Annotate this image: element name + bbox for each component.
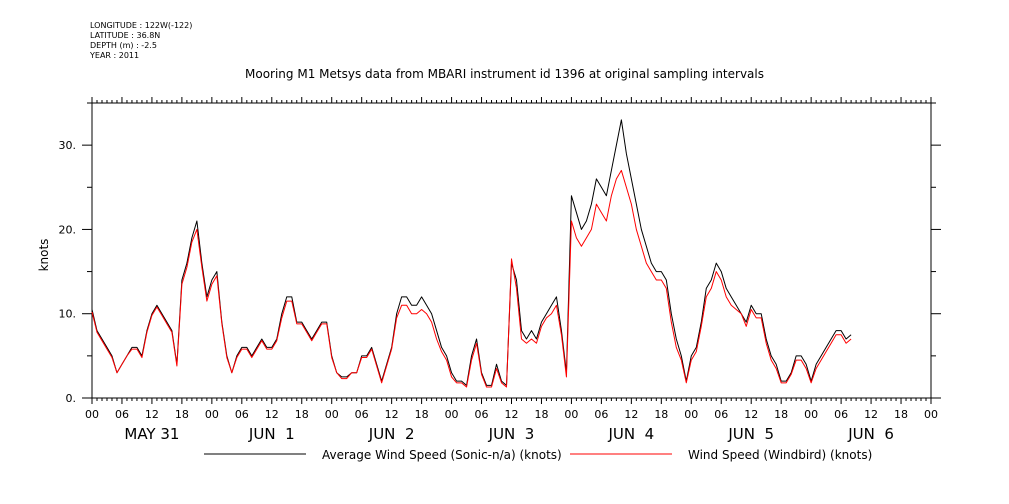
x-tick-label: 00: [445, 408, 459, 421]
x-tick-label: 12: [385, 408, 399, 421]
x-tick-label: 00: [924, 408, 938, 421]
y-tick-label: 0.: [66, 392, 77, 405]
x-tick-label: 06: [355, 408, 369, 421]
x-tick-label: 18: [894, 408, 908, 421]
y-axis-label: knots: [37, 239, 51, 272]
x-tick-label: 18: [295, 408, 309, 421]
y-tick-label: 30.: [59, 139, 77, 152]
longitude-label: LONGITUDE : 122W(-122): [90, 21, 193, 30]
x-tick-label: 00: [684, 408, 698, 421]
plot-frame: [91, 102, 932, 399]
y-tick-label: 10.: [59, 308, 77, 321]
x-day-label: JUN 4: [608, 425, 655, 443]
x-tick-label: 18: [534, 408, 548, 421]
x-day-label: JUN 5: [727, 425, 774, 443]
x-day-label: JUN 6: [847, 425, 894, 443]
year-label: YEAR : 2011: [90, 51, 140, 60]
x-tick-label: 18: [774, 408, 788, 421]
x-tick-label: 00: [564, 408, 578, 421]
x-tick-label: 00: [205, 408, 219, 421]
x-tick-label: 06: [594, 408, 608, 421]
legend: Average Wind Speed (Sonic-n/a) (knots) W…: [204, 448, 872, 462]
legend-label-average-wind: Average Wind Speed (Sonic-n/a) (knots): [322, 448, 562, 462]
x-day-label: JUN 2: [368, 425, 415, 443]
x-tick-label: 06: [235, 408, 249, 421]
x-tick-label: 12: [145, 408, 159, 421]
x-tick-label: 12: [265, 408, 279, 421]
x-tick-label: 06: [115, 408, 129, 421]
x-tick-label: 18: [415, 408, 429, 421]
x-day-label: MAY 31: [124, 425, 179, 443]
x-tick-label: 12: [744, 408, 758, 421]
latitude-label: LATITUDE : 36.8N: [90, 31, 161, 40]
y-tick-label: 20.: [59, 223, 77, 236]
legend-label-windbird: Wind Speed (Windbird) (knots): [688, 448, 872, 462]
x-tick-label: 00: [85, 408, 99, 421]
x-tick-label: 06: [834, 408, 848, 421]
x-tick-label: 00: [804, 408, 818, 421]
x-tick-label: 18: [175, 408, 189, 421]
chart-axes: 00 06 12 18 00 06 12 18 00 06 12 18 00 06 12 18 00 06 12 18…: [59, 97, 941, 443]
series-line-windbird: [91, 169, 852, 388]
metadata-block: LONGITUDE : 122W(-122) LATITUDE : 36.8N …: [90, 21, 192, 61]
x-tick-label: 12: [864, 408, 878, 421]
series-layer: [91, 119, 852, 388]
x-day-label: JUN 3: [488, 425, 535, 443]
depth-label: DEPTH (m) : -2.5: [90, 41, 157, 50]
series-line-average-wind: [91, 119, 852, 386]
x-tick-label: 00: [325, 408, 339, 421]
x-tick-label: 12: [505, 408, 519, 421]
x-tick-label: 06: [475, 408, 489, 421]
chart-title: Mooring M1 Metsys data from MBARI instru…: [245, 67, 764, 81]
x-day-label: JUN 1: [248, 425, 295, 443]
x-tick-label: 18: [654, 408, 668, 421]
x-tick-label: 12: [624, 408, 638, 421]
x-tick-label: 06: [714, 408, 728, 421]
